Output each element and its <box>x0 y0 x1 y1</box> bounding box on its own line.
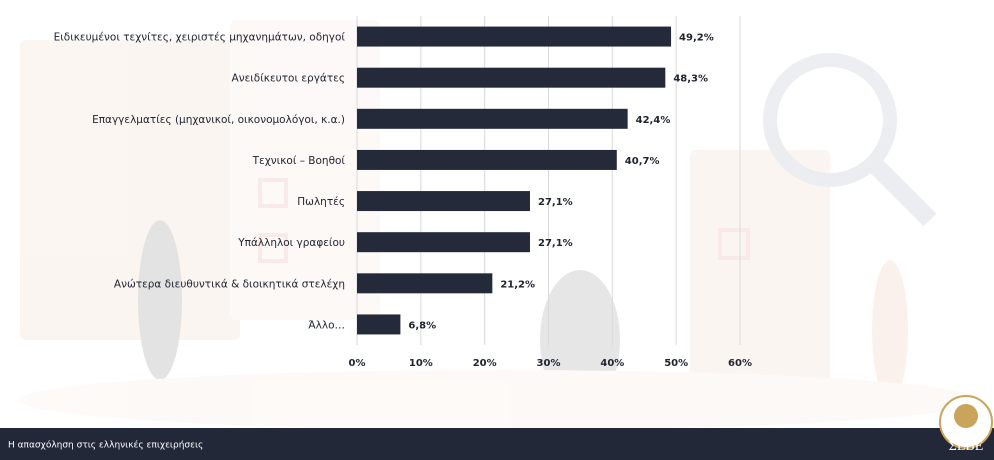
y-tick-label: Ανώτερα διευθυντικά & διοικητικά στελέχη <box>114 278 345 290</box>
x-tick-label: 40% <box>600 358 624 369</box>
value-label: 42,4% <box>636 115 671 126</box>
value-label: 49,2% <box>679 33 714 44</box>
value-label: 48,3% <box>673 74 708 85</box>
bar <box>357 273 493 294</box>
bar <box>357 191 530 212</box>
bar <box>357 314 401 335</box>
value-label: 27,1% <box>538 238 573 249</box>
footer-bar <box>0 428 994 460</box>
bar <box>357 232 530 253</box>
bar <box>357 26 672 47</box>
y-tick-label: Πωλητές <box>297 196 345 208</box>
value-label: 21,2% <box>500 279 535 290</box>
x-tick-label: 0% <box>349 358 366 369</box>
x-tick-label: 50% <box>664 358 688 369</box>
y-tick-label: Ανειδίκευτοι εργάτες <box>232 73 345 85</box>
bar <box>357 149 617 170</box>
bar <box>357 67 666 88</box>
y-tick-label: Επαγγελματίες (μηχανικοί, οικονομολόγοι,… <box>92 114 345 126</box>
value-label: 40,7% <box>625 156 660 167</box>
value-label: 6,8% <box>408 320 436 331</box>
bar <box>357 108 628 129</box>
x-tick-label: 10% <box>409 358 433 369</box>
logo-text: ΣΕΒΕ <box>949 439 984 454</box>
y-tick-label: Τεχνικοί – Βοηθοί <box>252 155 346 167</box>
x-tick-label: 20% <box>473 358 497 369</box>
y-tick-label: Υπάλληλοι γραφείου <box>237 237 345 249</box>
y-tick-label: Ειδικευμένοι τεχνίτες, χειριστές μηχανημ… <box>54 32 346 44</box>
x-tick-label: 60% <box>728 358 752 369</box>
y-tick-label: Άλλο… <box>308 319 345 331</box>
footer-text: Η απασχόληση στις ελληνικές επιχειρήσεις <box>8 440 203 451</box>
x-tick-label: 30% <box>537 358 561 369</box>
value-label: 27,1% <box>538 197 573 208</box>
logo-emblem <box>954 404 978 428</box>
background-illustration <box>20 20 980 430</box>
